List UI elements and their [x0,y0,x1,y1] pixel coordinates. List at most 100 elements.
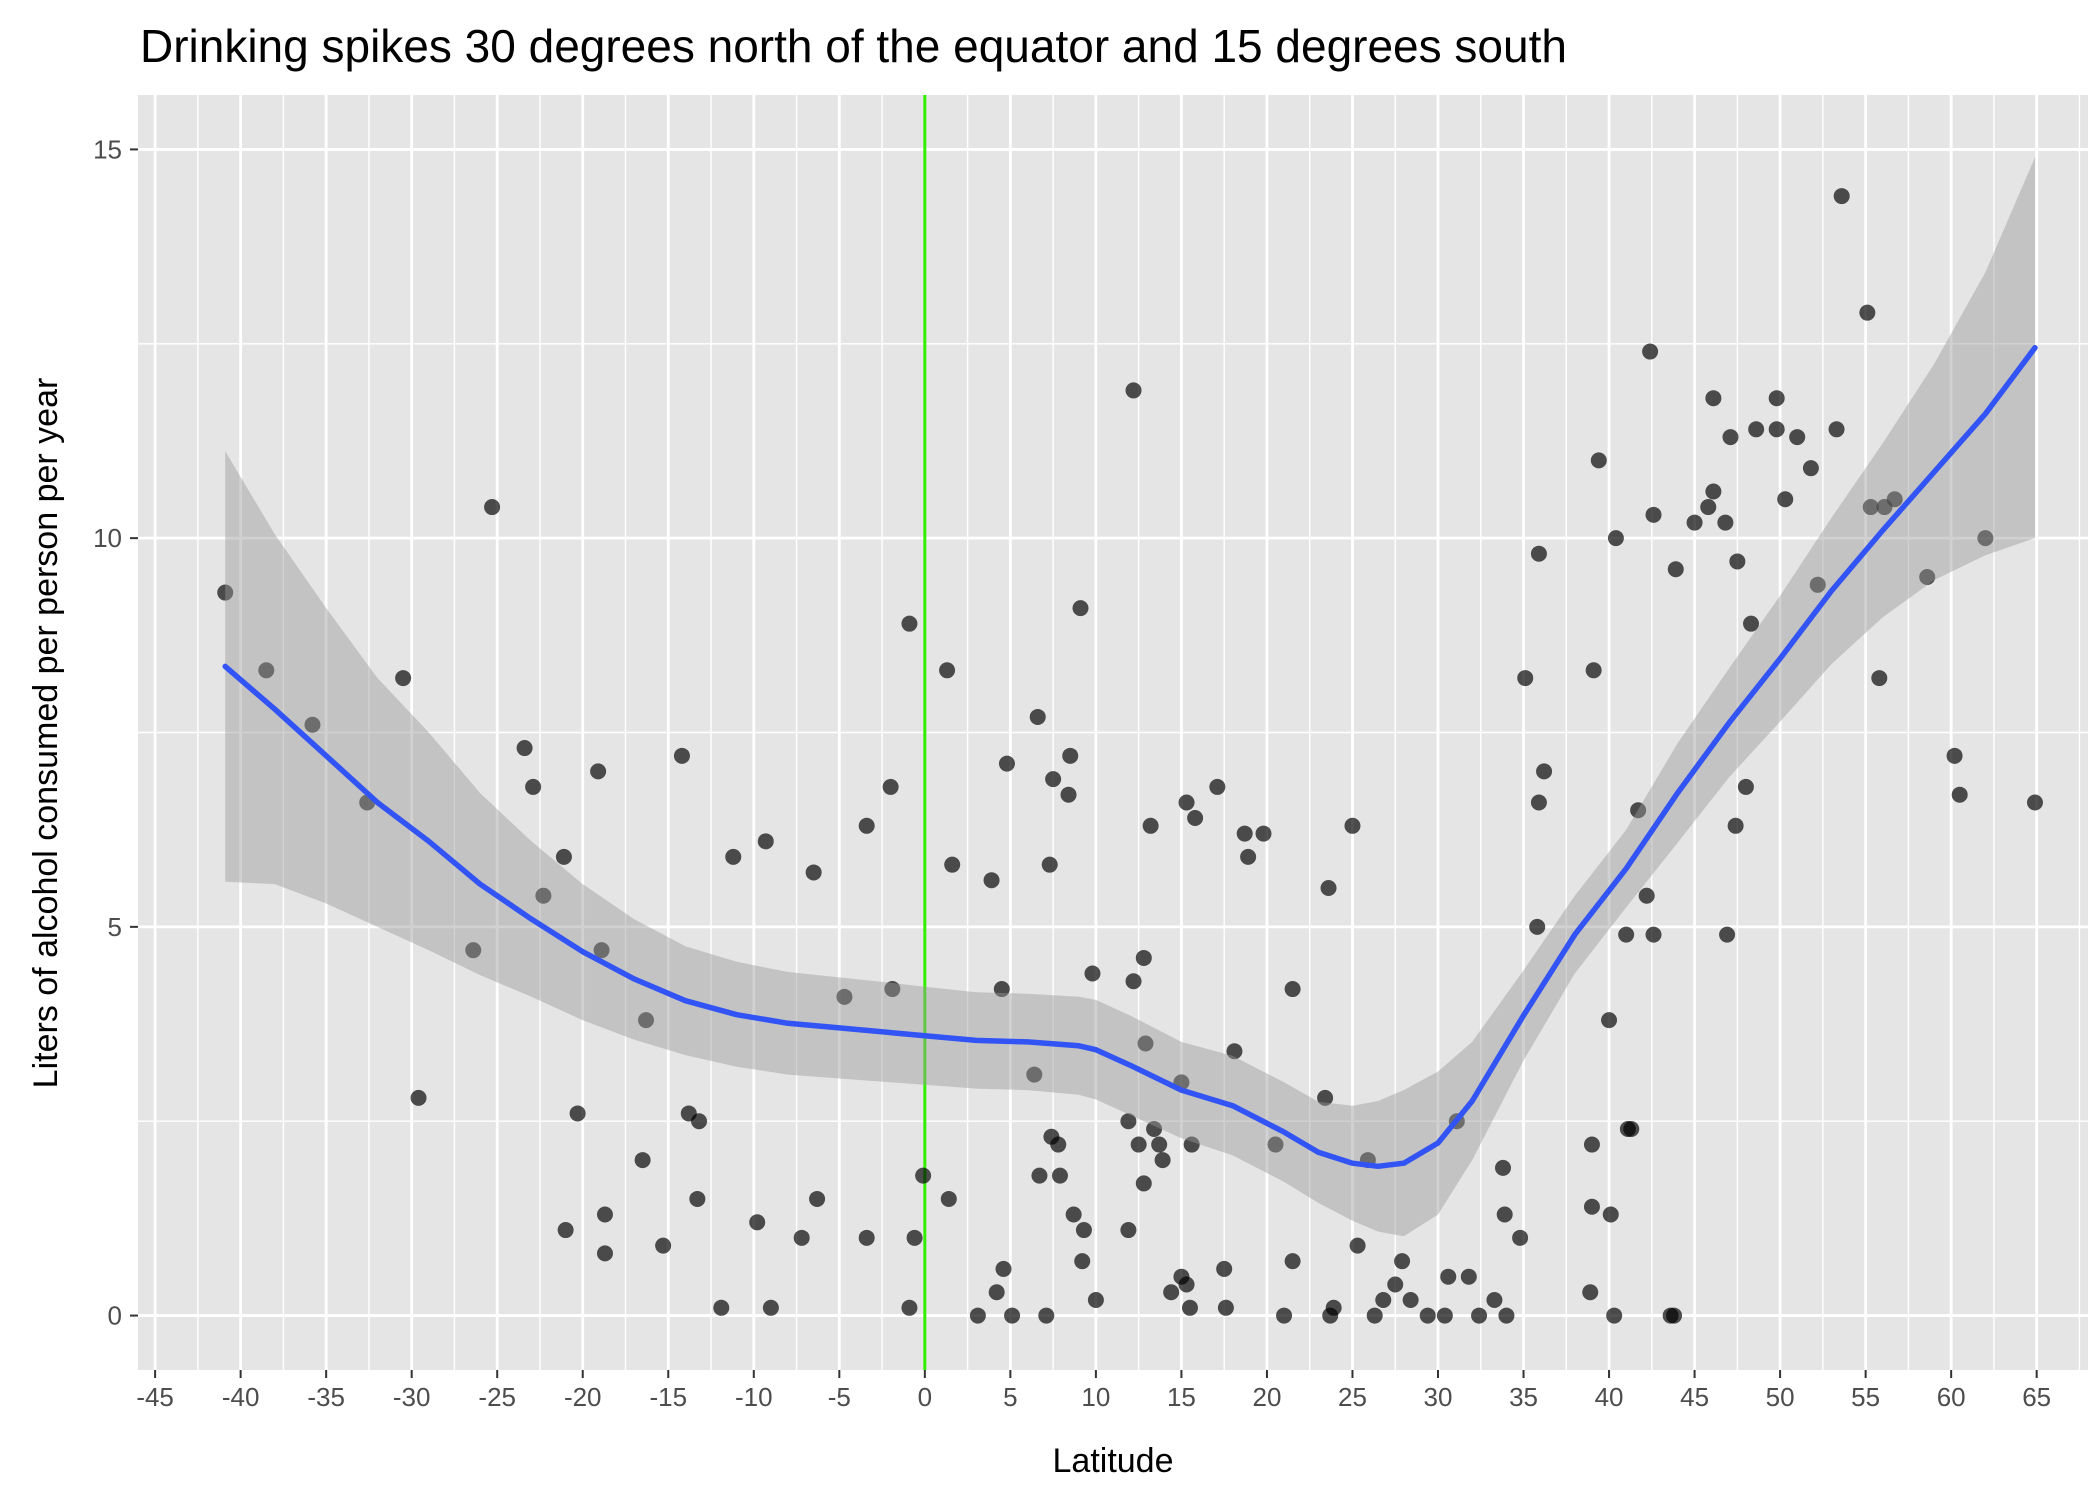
smooth-fit-line [222,344,2038,1170]
data-point [901,1299,918,1316]
data-point [1375,1292,1392,1309]
data-point [1743,615,1760,632]
data-point [1919,569,1936,586]
data-point [638,1012,655,1029]
data-point [1471,1307,1488,1324]
data-point [596,1206,613,1223]
data-point [1645,506,1662,523]
data-point [1137,1035,1154,1052]
data-point [634,1152,651,1169]
data-point [1075,1222,1092,1239]
data-point [1777,491,1794,508]
data-point [998,755,1015,772]
data-point [1583,1136,1600,1153]
data-point [590,763,607,780]
data-point [1031,1167,1048,1184]
data-point [673,747,690,764]
data-point [1630,802,1647,819]
data-point [1977,530,1994,547]
data-point [1045,771,1062,788]
data-point [858,817,875,834]
data-point [969,1307,986,1324]
data-point [1705,483,1722,500]
data-point [749,1214,766,1231]
data-point [1623,1120,1640,1137]
data-point [1209,778,1226,795]
data-point [1582,1284,1599,1301]
data-point [465,942,482,959]
data-point [1436,1307,1453,1324]
data-point [1828,421,1845,438]
data-point [1276,1307,1293,1324]
y-tick-label: 0 [108,1301,122,1331]
data-point [882,778,899,795]
data-point [1050,1136,1067,1153]
data-point [1951,786,1968,803]
data-point [1886,491,1903,508]
data-point [525,778,542,795]
data-point [1833,188,1850,205]
data-point [809,1190,826,1207]
data-point [1686,514,1703,531]
data-point [535,887,552,904]
plot-panel [138,95,2088,1370]
data-point [1440,1268,1457,1285]
data-point [1267,1136,1284,1153]
data-point [689,1190,706,1207]
y-axis: 0 5 10 15 [93,134,138,1331]
data-point [1029,708,1046,725]
data-point [1717,514,1734,531]
data-point [484,499,501,516]
data-point [1072,600,1089,617]
data-point [1394,1253,1411,1270]
x-tick-label: 30 [1424,1382,1453,1412]
data-point [569,1105,586,1122]
data-point [1719,926,1736,943]
data-point [1320,879,1337,896]
x-tick-label: 45 [1680,1382,1709,1412]
data-point [1530,545,1547,562]
data-point [1125,973,1142,990]
data-point [1419,1307,1436,1324]
data-point [1460,1268,1477,1285]
data-point [988,1284,1005,1301]
data-point [1084,965,1101,982]
data-point [1120,1113,1137,1130]
data-point [805,864,822,881]
data-point [713,1299,730,1316]
y-tick-label: 5 [108,912,122,942]
data-point [1601,1012,1618,1029]
data-point [655,1237,672,1254]
data-point [1727,817,1744,834]
data-point [1517,670,1534,687]
data-point [555,848,572,865]
data-point [1859,304,1876,321]
data-point [217,584,234,601]
data-point [1768,390,1785,407]
x-tick-label: 0 [918,1382,932,1412]
data-point [1187,810,1204,827]
data-point [995,1260,1012,1277]
data-point [1498,1307,1515,1324]
data-point [1486,1292,1503,1309]
data-point [1645,926,1662,943]
data-point [983,872,1000,889]
data-point [1060,786,1077,803]
data-point [1585,662,1602,679]
data-point [1536,763,1553,780]
data-point [1607,530,1624,547]
data-point [944,856,961,873]
data-point [940,1190,957,1207]
data-point [1087,1292,1104,1309]
data-point [1705,390,1722,407]
data-point [1226,1043,1243,1060]
data-point [1722,429,1739,446]
data-point [1602,1206,1619,1223]
data-point [1130,1136,1147,1153]
data-point [1146,1120,1163,1137]
data-point [1344,817,1361,834]
data-point [1583,1198,1600,1215]
data-point [939,662,956,679]
data-point [395,670,412,687]
